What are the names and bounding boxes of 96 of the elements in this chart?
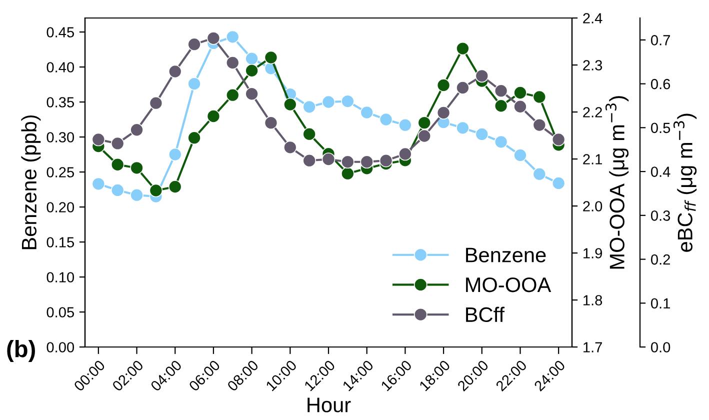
point <box>360 106 374 120</box>
point <box>149 184 163 198</box>
point <box>302 154 316 168</box>
legend-label: MO-OOA <box>466 277 552 292</box>
point <box>341 94 354 108</box>
y-tick-label: 0.30 <box>46 132 74 142</box>
y3-tick-label: 0.7 <box>650 35 670 46</box>
point <box>245 52 258 66</box>
point <box>283 98 297 112</box>
point <box>436 106 450 120</box>
y-tick-label: 0.40 <box>46 62 74 72</box>
point <box>552 176 566 190</box>
point <box>514 148 527 162</box>
point <box>283 140 297 154</box>
y2-tick-label: 2.0 <box>583 201 602 212</box>
x-axis-title: Hour <box>308 398 351 412</box>
y-tick-label: 0.05 <box>46 307 74 318</box>
y-tick-label: 0.45 <box>46 27 74 38</box>
y2-tick-label: 2.2 <box>583 107 602 118</box>
y2-tick-label: 1.8 <box>584 295 602 306</box>
point <box>456 121 470 135</box>
point <box>245 64 258 78</box>
point <box>341 155 354 169</box>
y-tick-label: 0.10 <box>46 272 74 282</box>
point <box>552 132 566 146</box>
point <box>92 132 106 146</box>
point <box>322 152 336 166</box>
point <box>532 167 546 181</box>
point <box>494 99 508 113</box>
point <box>110 158 124 172</box>
point <box>168 148 182 162</box>
point <box>398 118 412 132</box>
point <box>188 77 201 90</box>
point <box>168 64 182 78</box>
y2-tick-label: 2.3 <box>583 60 602 70</box>
y-tick-label: 0.25 <box>46 167 74 178</box>
y-tick-label: 0.35 <box>46 97 74 108</box>
point <box>379 112 393 126</box>
point <box>188 131 201 145</box>
y3-tick-label: 0.1 <box>650 298 670 309</box>
point <box>206 32 220 45</box>
point <box>398 147 412 161</box>
point <box>149 96 163 110</box>
point <box>264 50 278 64</box>
y3-tick-label: 0.5 <box>650 122 670 134</box>
y-axis-title: Benzene (ppb) <box>21 115 41 250</box>
point <box>226 88 240 102</box>
y3-tick-label: 0.0 <box>650 342 670 352</box>
point <box>532 118 546 132</box>
point <box>418 129 432 143</box>
point <box>475 128 489 141</box>
point <box>514 100 527 114</box>
point <box>456 81 470 94</box>
text: (b) <box>7 340 35 362</box>
point <box>360 155 374 169</box>
y2-tick-label: 1.7 <box>584 342 602 352</box>
y-tick-label: 0.15 <box>46 237 74 248</box>
point <box>302 100 316 114</box>
point <box>206 110 220 123</box>
point <box>456 42 470 56</box>
point <box>130 123 144 137</box>
point <box>302 127 316 141</box>
point <box>245 87 258 101</box>
y-tick-label: 0.20 <box>46 202 74 212</box>
point <box>436 78 450 92</box>
y3-tick-label: 0.4 <box>650 166 670 177</box>
y3-tick-label: 0.2 <box>650 254 670 265</box>
y2-tick-label: 1.9 <box>584 248 602 258</box>
point <box>264 116 278 130</box>
point <box>494 84 508 98</box>
y2-tick-label: 2.4 <box>583 13 602 24</box>
point <box>494 135 508 149</box>
y3-tick-label: 0.3 <box>650 210 670 221</box>
point <box>532 90 546 104</box>
y-tick-label: 0.00 <box>46 342 74 352</box>
legend-label: BCff <box>466 306 505 322</box>
point <box>168 180 182 194</box>
point <box>110 136 124 150</box>
y2-tick-label: 2.1 <box>583 154 602 164</box>
y2-axis-title: MO-OOA (μg m$^{−3}$) <box>605 96 629 269</box>
point <box>130 188 144 202</box>
point <box>110 184 124 197</box>
point <box>130 161 144 175</box>
point <box>418 116 432 130</box>
point <box>475 69 489 83</box>
legend-label: Benzene <box>466 248 546 262</box>
point <box>92 177 106 191</box>
point <box>514 86 527 100</box>
point <box>322 95 336 109</box>
point <box>341 166 354 180</box>
y3-axis-title: eBC$_{ff}$ (μg m$^{−3}$) <box>673 114 697 252</box>
point <box>226 30 240 44</box>
point <box>379 154 393 168</box>
y3-tick-label: 0.6 <box>650 78 670 90</box>
point <box>226 56 240 70</box>
point <box>188 38 201 51</box>
